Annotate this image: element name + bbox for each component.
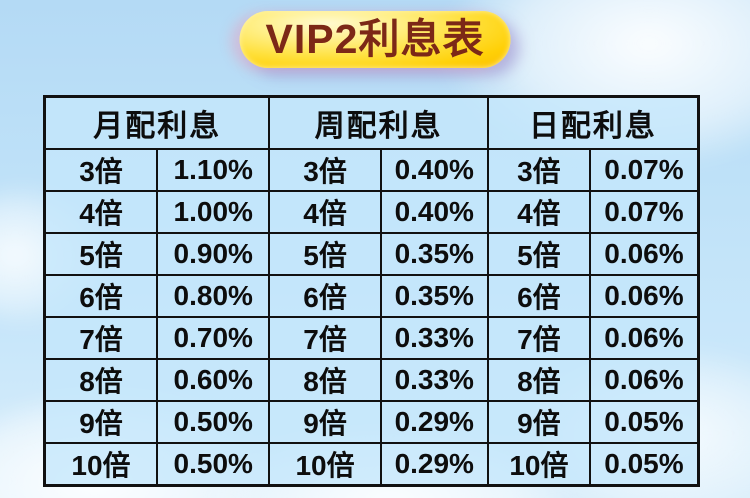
multiplier-cell: 6倍 — [268, 274, 382, 318]
multiplier-cell: 4倍 — [43, 190, 158, 234]
multiplier-cell: 4倍 — [486, 190, 591, 234]
rate-cell: 0.29% — [379, 400, 489, 444]
multiplier-cell: 7倍 — [43, 316, 158, 360]
rate-cell: 1.10% — [155, 148, 271, 192]
rate-cell: 0.06% — [588, 316, 700, 360]
multiplier-cell: 8倍 — [43, 358, 158, 402]
rate-cell: 0.35% — [379, 232, 489, 276]
rate-cell: 0.29% — [379, 442, 489, 487]
rate-cell: 0.06% — [588, 358, 700, 402]
column-group-header-weekly: 周配利息 — [268, 95, 489, 150]
multiplier-cell: 9倍 — [268, 400, 382, 444]
rate-cell: 0.50% — [155, 400, 271, 444]
rate-cell: 0.33% — [379, 316, 489, 360]
multiplier-cell: 3倍 — [43, 148, 158, 192]
multiplier-cell: 7倍 — [486, 316, 591, 360]
multiplier-cell: 5倍 — [268, 232, 382, 276]
table-row: 3倍 1.10% 3倍 0.40% 3倍 0.07% — [43, 148, 700, 192]
rate-cell: 0.05% — [588, 400, 700, 444]
table-row: 4倍 1.00% 4倍 0.40% 4倍 0.07% — [43, 190, 700, 234]
title-badge: VIP2利息表 — [239, 11, 511, 68]
table-row: 9倍 0.50% 9倍 0.29% 9倍 0.05% — [43, 400, 700, 444]
column-group-header-daily: 日配利息 — [486, 95, 700, 150]
interest-rate-table: 月配利息 周配利息 日配利息 3倍 1.10% 3倍 0.40% 3倍 0.07… — [43, 95, 700, 487]
rate-cell: 1.00% — [155, 190, 271, 234]
rate-cell: 0.50% — [155, 442, 271, 487]
multiplier-cell: 8倍 — [268, 358, 382, 402]
multiplier-cell: 4倍 — [268, 190, 382, 234]
rate-cell: 0.05% — [588, 442, 700, 487]
multiplier-cell: 9倍 — [43, 400, 158, 444]
table-row: 6倍 0.80% 6倍 0.35% 6倍 0.06% — [43, 274, 700, 318]
column-group-header-monthly: 月配利息 — [43, 95, 271, 150]
title-badge-label: VIP2利息表 — [265, 16, 485, 62]
rate-cell: 0.33% — [379, 358, 489, 402]
table-row: 5倍 0.90% 5倍 0.35% 5倍 0.06% — [43, 232, 700, 276]
rate-cell: 0.40% — [379, 190, 489, 234]
rate-cell: 0.06% — [588, 232, 700, 276]
multiplier-cell: 5倍 — [43, 232, 158, 276]
multiplier-cell: 10倍 — [486, 442, 591, 487]
header-row: 月配利息 周配利息 日配利息 — [43, 95, 700, 150]
multiplier-cell: 9倍 — [486, 400, 591, 444]
rate-cell: 0.06% — [588, 274, 700, 318]
rate-cell: 0.60% — [155, 358, 271, 402]
rate-cell: 0.40% — [379, 148, 489, 192]
multiplier-cell: 8倍 — [486, 358, 591, 402]
multiplier-cell: 3倍 — [268, 148, 382, 192]
table-row: 8倍 0.60% 8倍 0.33% 8倍 0.06% — [43, 358, 700, 402]
rate-cell: 0.35% — [379, 274, 489, 318]
rate-cell: 0.80% — [155, 274, 271, 318]
multiplier-cell: 3倍 — [486, 148, 591, 192]
multiplier-cell: 10倍 — [43, 442, 158, 487]
table-row: 10倍 0.50% 10倍 0.29% 10倍 0.05% — [43, 442, 700, 487]
rate-cell: 0.90% — [155, 232, 271, 276]
rate-cell: 0.07% — [588, 190, 700, 234]
multiplier-cell: 7倍 — [268, 316, 382, 360]
multiplier-cell: 6倍 — [43, 274, 158, 318]
rate-cell: 0.70% — [155, 316, 271, 360]
multiplier-cell: 5倍 — [486, 232, 591, 276]
table-row: 7倍 0.70% 7倍 0.33% 7倍 0.06% — [43, 316, 700, 360]
multiplier-cell: 6倍 — [486, 274, 591, 318]
multiplier-cell: 10倍 — [268, 442, 382, 487]
rate-cell: 0.07% — [588, 148, 700, 192]
